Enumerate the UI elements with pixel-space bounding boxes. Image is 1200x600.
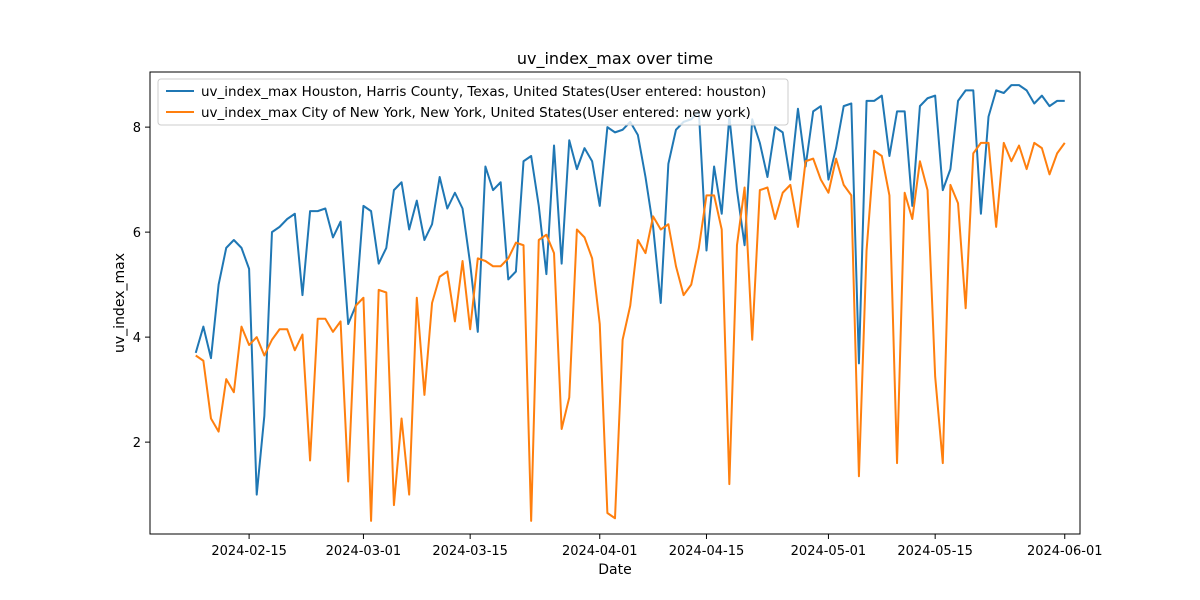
x-axis: 2024-02-15 2024-03-01 2024-03-15 2024-04-01… xyxy=(211,534,1103,559)
y-axis: 2 4 6 8 xyxy=(133,121,150,451)
x-axis-label: Date xyxy=(598,562,631,578)
y-tick-label: 6 xyxy=(133,226,141,241)
x-tick-label: 2024-06-01 xyxy=(1027,544,1103,559)
x-tick-label: 2024-05-01 xyxy=(791,544,867,559)
y-tick-label: 4 xyxy=(133,331,141,346)
y-tick-label: 2 xyxy=(133,436,141,451)
x-tick-label: 2024-04-15 xyxy=(669,544,745,559)
y-tick-label: 8 xyxy=(133,121,141,136)
x-tick-label: 2024-02-15 xyxy=(211,544,287,559)
legend-box xyxy=(157,78,789,126)
x-tick-label: 2024-05-15 xyxy=(897,544,973,559)
x-tick-label: 2024-03-15 xyxy=(432,544,508,559)
legend-label-houston: uv_index_max Houston, Harris County, Tex… xyxy=(201,84,766,100)
chart-title: uv_index_max over time xyxy=(517,49,713,69)
plot-frame xyxy=(149,71,1081,535)
x-tick-label: 2024-03-01 xyxy=(326,544,402,559)
legend: uv_index_max Houston, Harris County, Tex… xyxy=(157,78,789,126)
x-tick-label: 2024-04-01 xyxy=(562,544,638,559)
y-axis-label: uv_index_max xyxy=(112,253,128,353)
series-line-new-york xyxy=(195,141,1066,522)
legend-label-new-york: uv_index_max City of New York, New York,… xyxy=(201,105,751,121)
